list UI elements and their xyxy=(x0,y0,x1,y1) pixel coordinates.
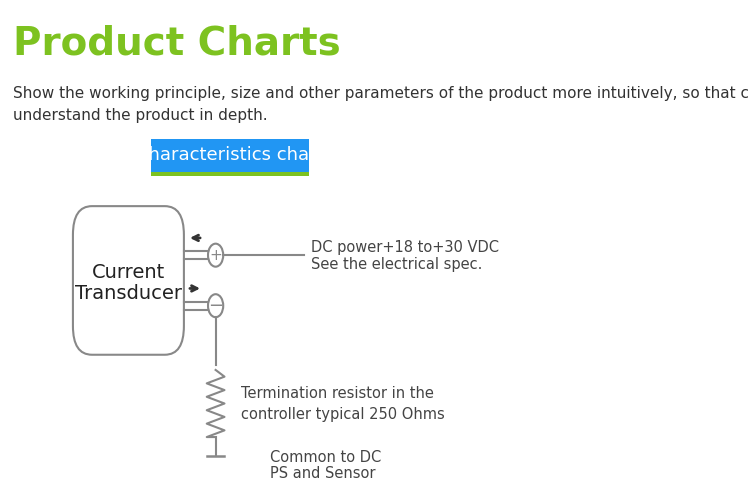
Text: Current: Current xyxy=(92,263,165,282)
Text: +: + xyxy=(209,248,222,263)
Text: DC power+18 to+30 VDC: DC power+18 to+30 VDC xyxy=(310,240,499,255)
Text: Characteristics chart: Characteristics chart xyxy=(136,146,324,164)
Text: Transducer: Transducer xyxy=(75,284,182,304)
Bar xyxy=(151,172,310,176)
Text: PS and Sensor: PS and Sensor xyxy=(269,466,375,478)
Text: Product Charts: Product Charts xyxy=(13,24,340,62)
FancyBboxPatch shape xyxy=(73,206,184,355)
Text: Show the working principle, size and other parameters of the product more intuit: Show the working principle, size and oth… xyxy=(13,87,750,123)
Text: Termination resistor in the
controller typical 250 Ohms: Termination resistor in the controller t… xyxy=(241,385,445,422)
Text: See the electrical spec.: See the electrical spec. xyxy=(310,257,482,272)
Text: −: − xyxy=(208,297,224,315)
Text: Common to DC: Common to DC xyxy=(269,450,381,465)
FancyBboxPatch shape xyxy=(151,139,310,172)
